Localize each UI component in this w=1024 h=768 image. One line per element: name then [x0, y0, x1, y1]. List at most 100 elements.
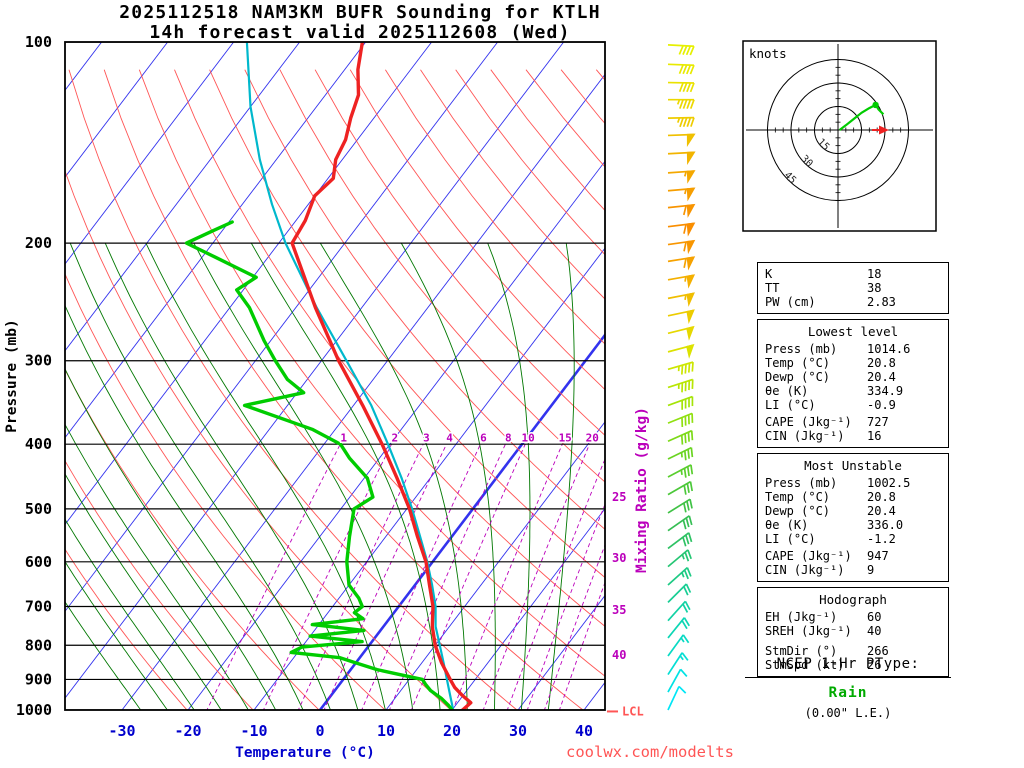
stat-label: CIN (Jkg⁻¹): [765, 563, 845, 577]
stat-value: 40: [867, 624, 882, 638]
mixing-ratio-label: 30: [612, 551, 626, 565]
stat-row: CIN (Jkg⁻¹) 16: [765, 429, 941, 443]
mixing-ratio-label: 25: [612, 490, 626, 504]
stat-value: 20.8: [867, 490, 896, 504]
wind-barb: [667, 532, 693, 550]
mixing-ratio-label: 40: [612, 648, 626, 662]
wind-barb: [667, 203, 696, 218]
wind-barb: [667, 480, 694, 496]
wind-barb: [667, 116, 695, 128]
stat-row: LI (°C) -0.9: [765, 398, 941, 412]
pressure-tick-label: 500: [25, 500, 52, 518]
wind-barb: [667, 133, 696, 148]
stat-row: θe (K) 334.9: [765, 384, 941, 398]
stat-row: Dewp (°C) 20.4: [765, 370, 941, 384]
stat-row: CAPE (Jkg⁻¹) 947: [765, 549, 941, 563]
wind-barb: [667, 652, 689, 676]
stat-value: 727: [867, 415, 889, 429]
stat-label: CIN (Jkg⁻¹): [765, 429, 845, 443]
wind-barb: [667, 309, 695, 324]
stats-section-title: Most Unstable: [804, 458, 902, 473]
wind-barb: [667, 170, 696, 184]
temperature-tick-label: 20: [443, 722, 461, 740]
stat-value: 60: [867, 610, 882, 624]
stat-row: LI (°C) -1.2: [765, 532, 941, 546]
stat-value: 947: [867, 549, 889, 563]
stat-value: 334.9: [867, 384, 904, 398]
temperature-tick-label: -20: [174, 722, 201, 740]
hodograph-ring: [767, 59, 909, 201]
pressure-tick-label: 700: [25, 598, 52, 616]
lcl-label: LCL: [622, 704, 644, 718]
stat-value: 2.83: [867, 295, 896, 309]
ptype-value: Rain: [828, 685, 868, 701]
wind-barb: [667, 498, 693, 514]
mixing-ratio-label: 10: [522, 432, 535, 445]
wind-barb: [667, 256, 696, 271]
wind-barb: [667, 668, 688, 693]
ptype-detail: (0.00" L.E.): [804, 706, 892, 720]
hodograph-units-label: knots: [749, 46, 787, 61]
stat-row: CIN (Jkg⁻¹) 9: [765, 563, 941, 577]
stat-label: θe (K): [765, 518, 809, 532]
skewt-background: [65, 42, 605, 710]
mixing-ratio-label: 4: [446, 432, 453, 445]
hodograph-border: [742, 40, 937, 232]
wind-barb: [667, 378, 694, 393]
hodograph-trace: [838, 103, 885, 131]
stat-value: 1014.6: [867, 342, 911, 356]
stat-label: Temp (°C): [765, 490, 831, 504]
plot-border: [64, 41, 606, 711]
mixing-ratio-label: 1: [340, 432, 347, 445]
stat-row: CAPE (Jkg⁻¹) 727: [765, 415, 941, 429]
stat-label: StmDir (°): [765, 644, 838, 658]
storm-motion-arrow: [879, 125, 889, 135]
pressure-axis-title: Pressure (mb): [4, 319, 20, 433]
stat-label: CAPE (Jkg⁻¹): [765, 549, 852, 563]
stats-panel: K 18 TT 38 PW (cm) 2.83 Lowest level Press …: [757, 262, 949, 682]
pressure-tick-label: 400: [25, 435, 52, 453]
stat-label: θe (K): [765, 384, 809, 398]
stat-value: 26: [867, 658, 882, 672]
most-unstable-box: Most Unstable Press (mb) 1002.5 Temp (°C)…: [757, 453, 949, 582]
stat-row: StmSpd (kt) 26: [765, 658, 941, 672]
dewpoint-trace: [184, 220, 454, 710]
stat-label: K: [765, 267, 773, 281]
stat-row: K 18: [765, 267, 941, 281]
wind-barb: [667, 634, 690, 657]
stat-label: Press (mb): [765, 476, 838, 490]
mixing-ratio-label: 8: [505, 432, 512, 445]
mixing-ratio-label: 15: [559, 432, 572, 445]
stat-value: 18: [867, 267, 882, 281]
stat-value: 16: [867, 429, 882, 443]
wind-barb: [667, 395, 694, 410]
stats-section-title: Lowest level: [807, 324, 899, 339]
temperature-tick-label: 30: [509, 722, 527, 740]
hodograph-stats-box: Hodograph EH (Jkg⁻¹) 60 SREH (Jkg⁻¹) 40 St…: [757, 587, 949, 677]
stat-row: Temp (°C) 20.8: [765, 356, 941, 370]
mixing-ratio-label: 6: [480, 432, 487, 445]
stat-row: PW (cm) 2.83: [765, 295, 941, 309]
stat-value: 9: [867, 563, 875, 577]
stat-row: Temp (°C) 20.8: [765, 490, 941, 504]
pressure-tick-label: 1000: [16, 701, 52, 719]
pressure-tick-label: 600: [25, 553, 52, 571]
wind-barb: [667, 81, 695, 93]
wind-barb: [667, 187, 696, 202]
sounding-title-line1: 2025112518 NAM3KM BUFR Sounding for KTLH: [119, 2, 601, 23]
stat-value: 1002.5: [867, 476, 911, 490]
stat-value: 20.8: [867, 356, 896, 370]
mixing-ratio-label: 20: [586, 432, 599, 445]
stat-label: SREH (Jkg⁻¹): [765, 624, 852, 638]
wind-barb: [667, 63, 695, 75]
lowest-level-box: Lowest level Press (mb) 1014.6 Temp (°C) 2…: [757, 319, 949, 448]
stats-section-title: Hodograph: [819, 592, 887, 607]
ptype-heading: NCEP 1-Hr PType:: [745, 656, 951, 678]
stat-value: 20.4: [867, 370, 896, 384]
mixing-ratio-label: 35: [612, 603, 626, 617]
mixing-ratio-label: 3: [423, 432, 430, 445]
temperature-tick-label: -30: [108, 722, 135, 740]
temperature-trace: [290, 42, 473, 710]
